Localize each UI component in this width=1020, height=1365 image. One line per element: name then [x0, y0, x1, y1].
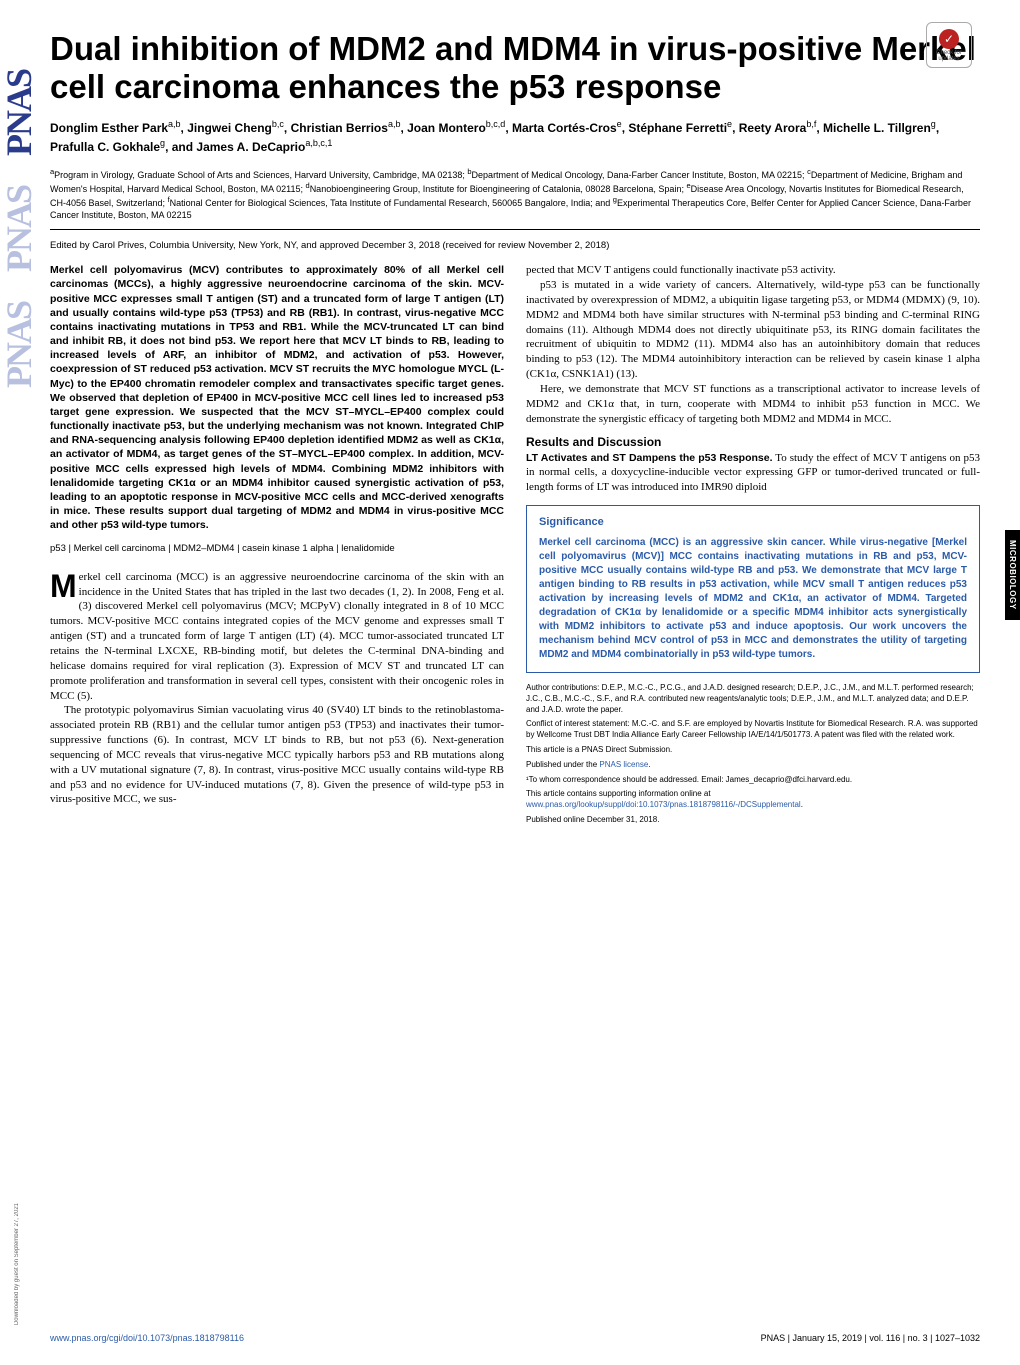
left-column: Merkel cell polyomavirus (MCV) contribut…	[50, 263, 504, 830]
pnas-license-link[interactable]: PNAS license	[599, 760, 648, 769]
footnote-correspondence: ¹To whom correspondence should be addres…	[526, 775, 980, 786]
intro-para-2: The prototypic polyomavirus Simian vacuo…	[50, 703, 504, 807]
affiliations: aProgram in Virology, Graduate School of…	[50, 167, 980, 222]
right-para-2: p53 is mutated in a wide variety of canc…	[526, 278, 980, 382]
footnote-contributions: Author contributions: D.E.P., M.C.-C., P…	[526, 683, 980, 715]
intro-para-1: erkel cell carcinoma (MCC) is an aggress…	[50, 571, 504, 702]
supplemental-link[interactable]: www.pnas.org/lookup/suppl/doi:10.1073/pn…	[526, 800, 801, 809]
check-icon: ✓	[939, 29, 959, 49]
check-for-updates-badge[interactable]: ✓ Check for updates	[926, 22, 972, 68]
results-heading: Results and Discussion	[526, 435, 980, 449]
pnas-logo-shadow: PNAS	[0, 186, 40, 272]
pnas-logo: PNAS	[0, 70, 40, 156]
intro-body: Merkel cell carcinoma (MCC) is an aggres…	[50, 570, 504, 808]
check-label-2: updates	[938, 56, 959, 62]
results-body: LT Activates and ST Dampens the p53 Resp…	[526, 451, 980, 496]
doi-link[interactable]: www.pnas.org/cgi/doi/10.1073/pnas.181879…	[50, 1333, 244, 1343]
footnote-license: Published under the PNAS license.	[526, 760, 980, 771]
two-column-layout: Merkel cell polyomavirus (MCV) contribut…	[50, 263, 980, 830]
results-subheading: LT Activates and ST Dampens the p53 Resp…	[526, 452, 773, 464]
pnas-logo-shadow-2: PNAS	[0, 302, 40, 388]
dropcap: M	[50, 570, 79, 600]
download-note: Downloaded by guest on September 27, 202…	[14, 1203, 20, 1325]
page-content: Dual inhibition of MDM2 and MDM4 in viru…	[50, 0, 980, 830]
journal-side-banner: PNAS PNAS PNAS Downloaded by guest on Se…	[0, 0, 38, 1365]
right-para-3: Here, we demonstrate that MCV ST functio…	[526, 382, 980, 427]
right-body: pected that MCV T antigens could functio…	[526, 263, 980, 426]
right-column: pected that MCV T antigens could functio…	[526, 263, 980, 830]
page-citation: PNAS | January 15, 2019 | vol. 116 | no.…	[761, 1333, 980, 1343]
page-footer: www.pnas.org/cgi/doi/10.1073/pnas.181879…	[50, 1333, 980, 1343]
rule	[50, 229, 980, 230]
footnotes: Author contributions: D.E.P., M.C.-C., P…	[526, 683, 980, 826]
significance-body: Merkel cell carcinoma (MCC) is an aggres…	[539, 536, 967, 662]
edited-by: Edited by Carol Prives, Columbia Univers…	[50, 240, 980, 251]
keywords: p53 | Merkel cell carcinoma | MDM2–MDM4 …	[50, 542, 504, 555]
abstract-text: Merkel cell polyomavirus (MCV) contribut…	[50, 263, 504, 532]
author-list: Donglim Esther Parka,b, Jingwei Chengb,c…	[50, 118, 980, 157]
footnote-published: Published online December 31, 2018.	[526, 815, 980, 826]
significance-heading: Significance	[539, 516, 967, 528]
article-title: Dual inhibition of MDM2 and MDM4 in viru…	[50, 30, 980, 106]
right-para-1: pected that MCV T antigens could functio…	[526, 263, 980, 278]
section-tab-microbiology: MICROBIOLOGY	[1005, 530, 1020, 620]
significance-box: Significance Merkel cell carcinoma (MCC)…	[526, 505, 980, 673]
footnote-supplement: This article contains supporting informa…	[526, 789, 980, 811]
footnote-direct: This article is a PNAS Direct Submission…	[526, 745, 980, 756]
footnote-coi: Conflict of interest statement: M.C.-C. …	[526, 719, 980, 741]
